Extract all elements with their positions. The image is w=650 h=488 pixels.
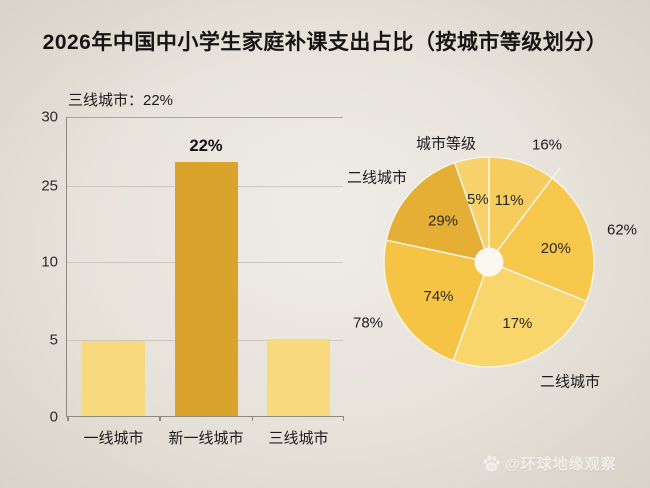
baidu-paw-icon: du [483,455,500,472]
bar-data-label: 22% [189,136,223,155]
y-axis-tick-label: 10 [41,253,58,271]
pie-slice-20% [488,177,595,303]
pie-slice-label: 11% [495,192,524,209]
bar-一线城市 [82,341,146,416]
pie-slice-label: 17% [502,315,532,332]
gridline [67,117,343,118]
pie-slice-label: 29% [428,213,458,230]
pie-chart: 11% 20% 17% 74% 29% 5% [383,156,595,368]
x-axis-tick [251,416,254,421]
x-axis-tick [67,416,69,421]
pie-slice-17% [452,261,588,368]
pie-slice-74% [383,239,490,362]
pie-center-hole [474,247,504,277]
x-axis-category-label: 新一线城市 [168,430,244,447]
y-axis-tick-label: 5 [49,331,58,349]
bar-chart: 30 25 10 5 0 一线城市 22% 新一线城市 三线城市 [41,109,344,447]
page-title: 2026年中国中小学生家庭补课支出占比（按城市等级划分） [42,31,608,54]
pie-slice-label: 5% [467,191,489,208]
y-axis-tick-label: 25 [41,177,58,195]
pie-slice-5% [454,156,490,263]
watermark-text: @环球地缘观察 [505,456,617,473]
bar-chart-annotation: 三线城市：22% [68,92,174,109]
y-axis-tick-label: 30 [41,108,58,126]
x-axis-category-label: 三线城市 [268,430,329,447]
bar-三线城市 [266,338,330,416]
svg-text:du: du [488,465,494,471]
y-axis-tick-label: 0 [49,408,58,426]
bar-新一线城市 [174,161,238,416]
watermark: du @环球地缘观察 [482,453,617,474]
pie-leader-line [551,167,561,179]
pie-outer-label: 62% [606,221,638,239]
x-axis-tick [159,416,161,421]
pie-slice-label: 74% [423,288,453,305]
x-axis-tick [342,416,344,421]
x-axis-category-label: 一线城市 [83,430,144,447]
pie-slice-label: 20% [541,240,571,257]
